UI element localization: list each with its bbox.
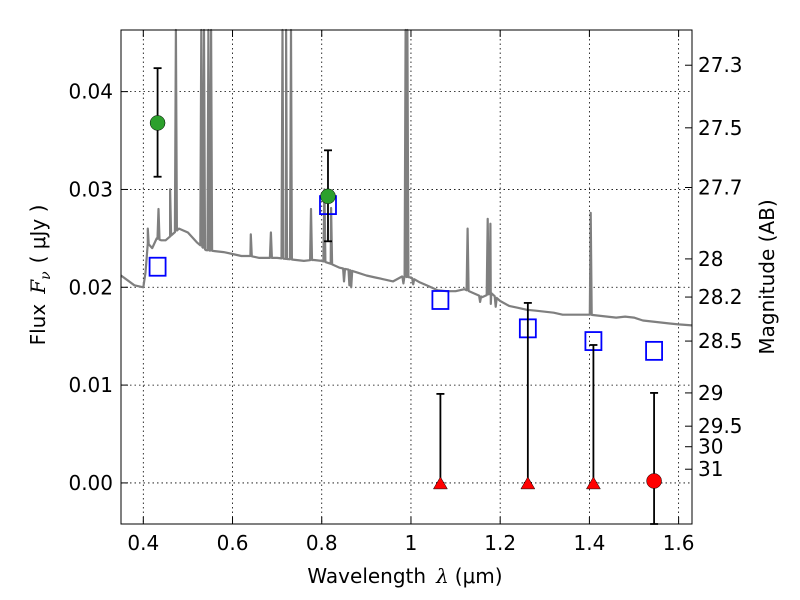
grid-layer [121,30,692,524]
mag-tick-label: 29 [698,381,723,405]
y-tick-label: 0.04 [68,80,113,104]
x-tick-label: 1.6 [663,531,695,555]
x-tick-label: 0.4 [127,531,159,555]
mag-tick-label: 31 [698,457,723,481]
template-spectrum-line [120,28,693,327]
mag-tick-label: 28.2 [698,285,743,309]
x-axis-label: Wavelength λ (μm) [307,564,502,588]
mag-tick-label: 28.5 [698,329,743,353]
y-tick-label: 0.02 [68,275,113,299]
x-tick-label: 0.6 [217,531,249,555]
mag-tick-label: 27.7 [698,175,743,199]
y2-axis-label: Magnitude (AB) [755,199,779,354]
mag-tick-label: 29.5 [698,414,743,438]
plot-frame [120,29,693,525]
y-tick-label: 0.03 [68,177,113,201]
mag-tick-label: 30 [698,435,723,459]
x-tick-label: 1.2 [484,531,516,555]
model-photometry-square [645,340,663,361]
upper-limit-triangle [520,476,536,490]
mag-tick-label: 27.3 [698,53,743,77]
y-tick-label: 0.00 [68,471,113,495]
upper-limit-triangle [585,476,601,490]
y-tick-label: 0.01 [68,373,113,397]
x-tick-label: 1 [405,531,418,555]
y-axis-label: FluxFν( μJy ) [26,205,54,346]
points-layer [148,67,663,525]
detection-point [320,188,336,205]
model-photometry-square [148,256,167,277]
mag-tick-label: 28 [698,247,723,271]
model-photometry-square [431,290,450,310]
spectrum-layer [120,28,693,327]
x-tick-label: 0.8 [306,531,338,555]
nondetection-point [646,473,662,489]
x-tick-label: 1.4 [573,531,605,555]
ticks-layer: 0.4 0.6 0.8 1 1.2 1.4 1.6 0.00 0.01 0.02 0.03 0.04 2… [68,30,743,555]
detection-point [149,115,166,131]
upper-limit-triangle [432,476,448,490]
mag-tick-label: 27.5 [698,116,743,140]
